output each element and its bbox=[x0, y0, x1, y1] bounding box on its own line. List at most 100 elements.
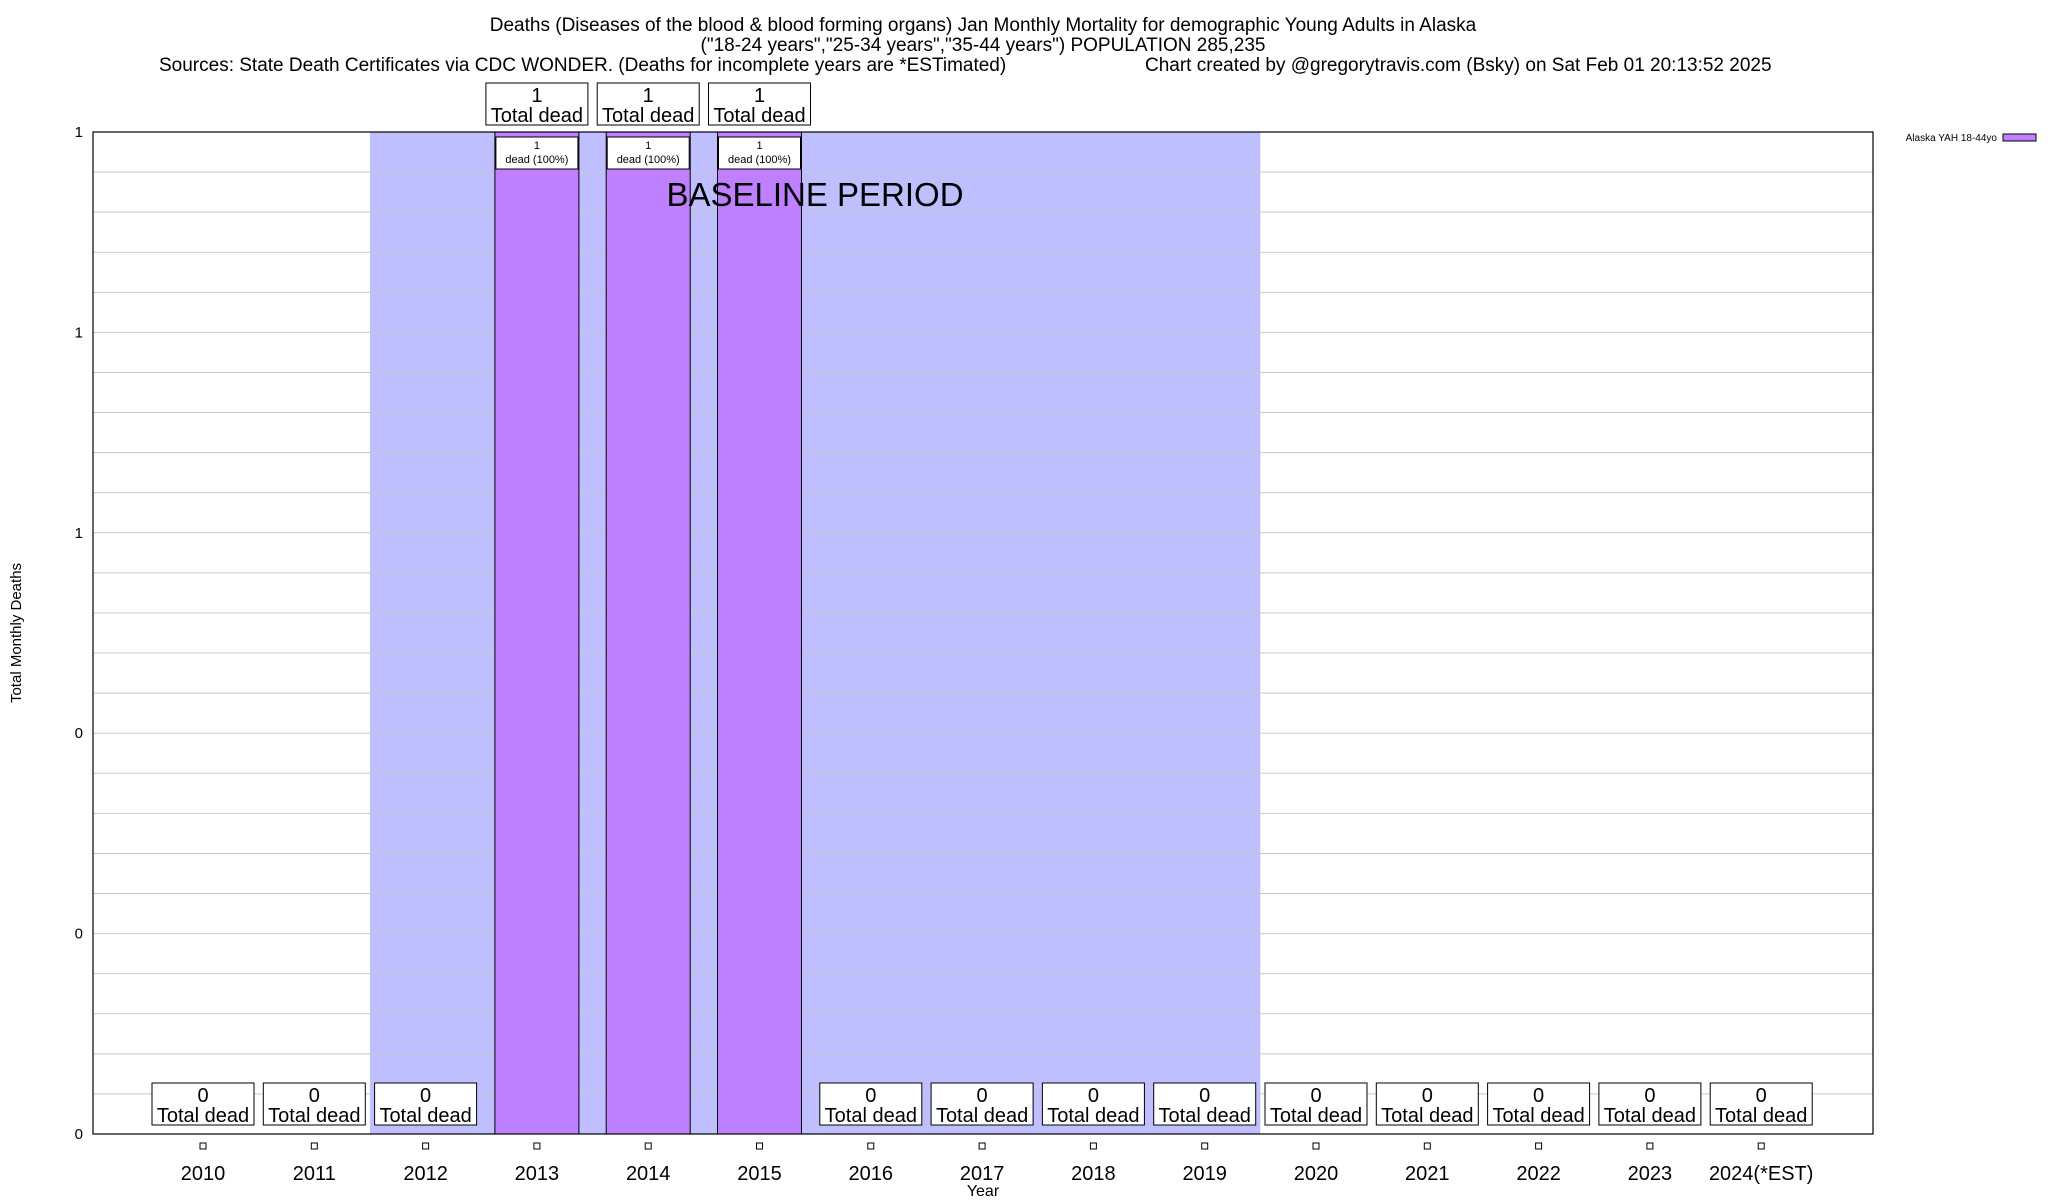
total-label-value: 0 bbox=[1756, 1085, 1767, 1107]
total-label-value: 0 bbox=[865, 1085, 876, 1107]
inner-label-value: 1 bbox=[756, 140, 762, 152]
total-label-box bbox=[1598, 1082, 1702, 1126]
point-marker bbox=[1757, 1142, 1765, 1150]
y-tick-label: 1 bbox=[75, 525, 83, 542]
total-label-text: Total dead bbox=[1047, 1105, 1139, 1127]
x-tick-label: 2022 bbox=[1516, 1163, 1561, 1185]
total-label-text: Total dead bbox=[825, 1105, 917, 1127]
total-label-text: Total dead bbox=[1270, 1105, 1362, 1127]
x-tick-label: 2018 bbox=[1071, 1163, 1116, 1185]
inner-label-box bbox=[606, 136, 690, 170]
point-marker bbox=[644, 1142, 652, 1150]
total-label-box bbox=[1709, 1082, 1813, 1126]
x-tick-label: 2013 bbox=[515, 1163, 560, 1185]
total-label-text: Total dead bbox=[936, 1105, 1028, 1127]
y-tick-label: 0 bbox=[75, 725, 83, 742]
total-label-box bbox=[708, 82, 811, 126]
total-label-box bbox=[485, 82, 589, 126]
x-axis-label: Year bbox=[967, 1183, 1000, 1200]
total-label-box bbox=[1487, 1082, 1591, 1126]
x-tick-label: 2014 bbox=[626, 1163, 671, 1185]
total-label-box bbox=[596, 82, 700, 126]
bar bbox=[494, 131, 580, 1135]
total-label-box bbox=[262, 1082, 366, 1126]
chart-subtitle: ("18-24 years","25-34 years","35-44 year… bbox=[701, 35, 1266, 56]
total-label-text: Total dead bbox=[157, 1105, 249, 1127]
total-label-value: 0 bbox=[1644, 1085, 1655, 1107]
point-marker bbox=[867, 1142, 875, 1150]
inner-label-box bbox=[718, 136, 801, 170]
x-tick-label: 2023 bbox=[1628, 1163, 1673, 1185]
total-label-text: Total dead bbox=[268, 1105, 360, 1127]
x-tick-label: 2024(*EST) bbox=[1709, 1163, 1814, 1185]
inner-label-text: dead (100%) bbox=[728, 154, 791, 166]
inner-label-text: dead (100%) bbox=[617, 154, 680, 166]
y-axis-label: Total Monthly Deaths bbox=[8, 563, 25, 703]
x-tick-label: 2012 bbox=[403, 1163, 448, 1185]
inner-label-value: 1 bbox=[534, 140, 540, 152]
point-marker bbox=[199, 1142, 207, 1150]
total-label-text: Total dead bbox=[1381, 1105, 1473, 1127]
y-tick-label: 0 bbox=[75, 926, 83, 943]
total-label-box bbox=[930, 1082, 1034, 1126]
inner-label-value: 1 bbox=[645, 140, 651, 152]
point-marker bbox=[1423, 1142, 1431, 1150]
total-label-box bbox=[374, 1082, 478, 1126]
point-marker bbox=[978, 1142, 986, 1150]
total-label-text: Total dead bbox=[379, 1105, 471, 1127]
total-label-text: Total dead bbox=[491, 105, 583, 127]
point-marker bbox=[422, 1142, 430, 1150]
x-tick-label: 2017 bbox=[960, 1163, 1005, 1185]
x-tick-label: 2021 bbox=[1405, 1163, 1450, 1185]
x-tick-label: 2010 bbox=[181, 1163, 226, 1185]
total-label-value: 0 bbox=[977, 1085, 988, 1107]
x-tick-label: 2016 bbox=[849, 1163, 894, 1185]
total-label-text: Total dead bbox=[602, 105, 694, 127]
point-marker bbox=[1646, 1142, 1654, 1150]
total-label-text: Total dead bbox=[1715, 1105, 1807, 1127]
baseline-label: BASELINE PERIOD bbox=[666, 176, 963, 213]
inner-label-text: dead (100%) bbox=[505, 154, 568, 166]
plot-frame bbox=[92, 131, 1874, 1135]
total-label-value: 0 bbox=[1422, 1085, 1433, 1107]
total-label-box bbox=[819, 1082, 923, 1126]
total-label-text: Total dead bbox=[1492, 1105, 1584, 1127]
x-tick-label: 2015 bbox=[737, 1163, 782, 1185]
total-label-value: 0 bbox=[1533, 1085, 1544, 1107]
total-label-value: 1 bbox=[643, 85, 654, 107]
x-tick-label: 2020 bbox=[1294, 1163, 1339, 1185]
point-marker bbox=[756, 1142, 763, 1150]
chart-sources: Sources: State Death Certificates via CD… bbox=[159, 55, 1006, 76]
point-marker bbox=[1535, 1142, 1543, 1150]
point-marker bbox=[1201, 1142, 1209, 1150]
total-label-value: 0 bbox=[1199, 1085, 1210, 1107]
total-label-value: 0 bbox=[309, 1085, 320, 1107]
total-label-box bbox=[1153, 1082, 1257, 1126]
total-label-box bbox=[1375, 1082, 1479, 1126]
point-marker bbox=[533, 1142, 541, 1150]
total-label-value: 1 bbox=[531, 85, 542, 107]
x-tick-label: 2019 bbox=[1182, 1163, 1227, 1185]
legend-label: Alaska YAH 18-44yo bbox=[1906, 133, 1998, 144]
total-label-box bbox=[151, 1082, 255, 1126]
point-marker bbox=[310, 1142, 318, 1150]
chart-credit: Chart created by @gregorytravis.com (Bsk… bbox=[1145, 55, 1772, 76]
inner-label-box bbox=[495, 136, 579, 170]
chart-title: Deaths (Diseases of the blood & blood fo… bbox=[490, 15, 1477, 36]
y-tick-label: 0 bbox=[75, 1126, 83, 1143]
bar bbox=[717, 131, 802, 1135]
total-label-value: 0 bbox=[420, 1085, 431, 1107]
total-label-value: 0 bbox=[197, 1085, 208, 1107]
total-label-text: Total dead bbox=[1159, 1105, 1251, 1127]
legend-swatch bbox=[2002, 133, 2037, 142]
total-label-text: Total dead bbox=[713, 105, 805, 127]
total-label-value: 0 bbox=[1088, 1085, 1099, 1107]
point-marker bbox=[1089, 1142, 1097, 1150]
x-tick-label: 2011 bbox=[293, 1163, 336, 1185]
y-tick-label: 1 bbox=[75, 324, 83, 341]
total-label-box bbox=[1264, 1082, 1368, 1126]
y-tick-label: 1 bbox=[75, 124, 83, 141]
total-label-text: Total dead bbox=[1604, 1105, 1696, 1127]
total-label-value: 0 bbox=[1310, 1085, 1321, 1107]
